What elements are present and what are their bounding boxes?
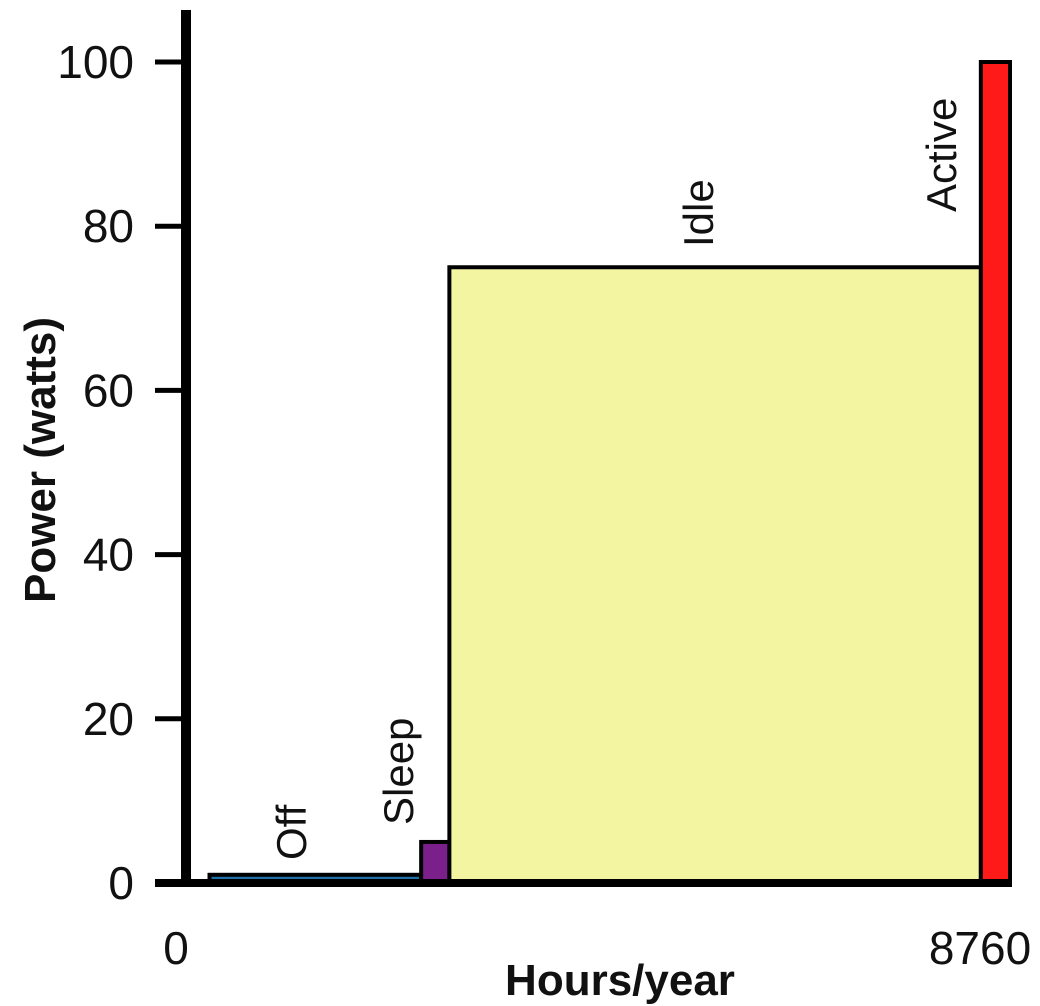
segment-label-off: Off [268,804,315,860]
bars-group [207,60,1013,886]
y-tick-label-0: 0 [108,857,134,909]
y-tick-label-60: 60 [83,364,134,416]
bar-active [978,60,1013,885]
y-tick-label-20: 20 [83,693,134,745]
y-axis-title: Power (watts) [16,317,65,603]
segment-label-idle: Idle [675,179,722,247]
y-tick-label-80: 80 [83,200,134,252]
segment-label-active: Active [918,98,965,212]
x-axis-title: Hours/year [505,956,735,1005]
bar-idle [447,265,983,885]
x-tick-label-0: 0 [163,922,189,974]
segment-labels: Off Sleep Idle Active [268,98,965,860]
y-ticks: 0 20 40 60 80 100 [57,36,186,909]
y-tick-label-40: 40 [83,529,134,581]
bar-sleep [419,839,452,886]
y-tick-label-100: 100 [57,36,134,88]
segment-label-sleep: Sleep [375,718,422,825]
x-ticks: 0 8760 [163,922,1031,974]
x-tick-label-8760: 8760 [929,922,1031,974]
